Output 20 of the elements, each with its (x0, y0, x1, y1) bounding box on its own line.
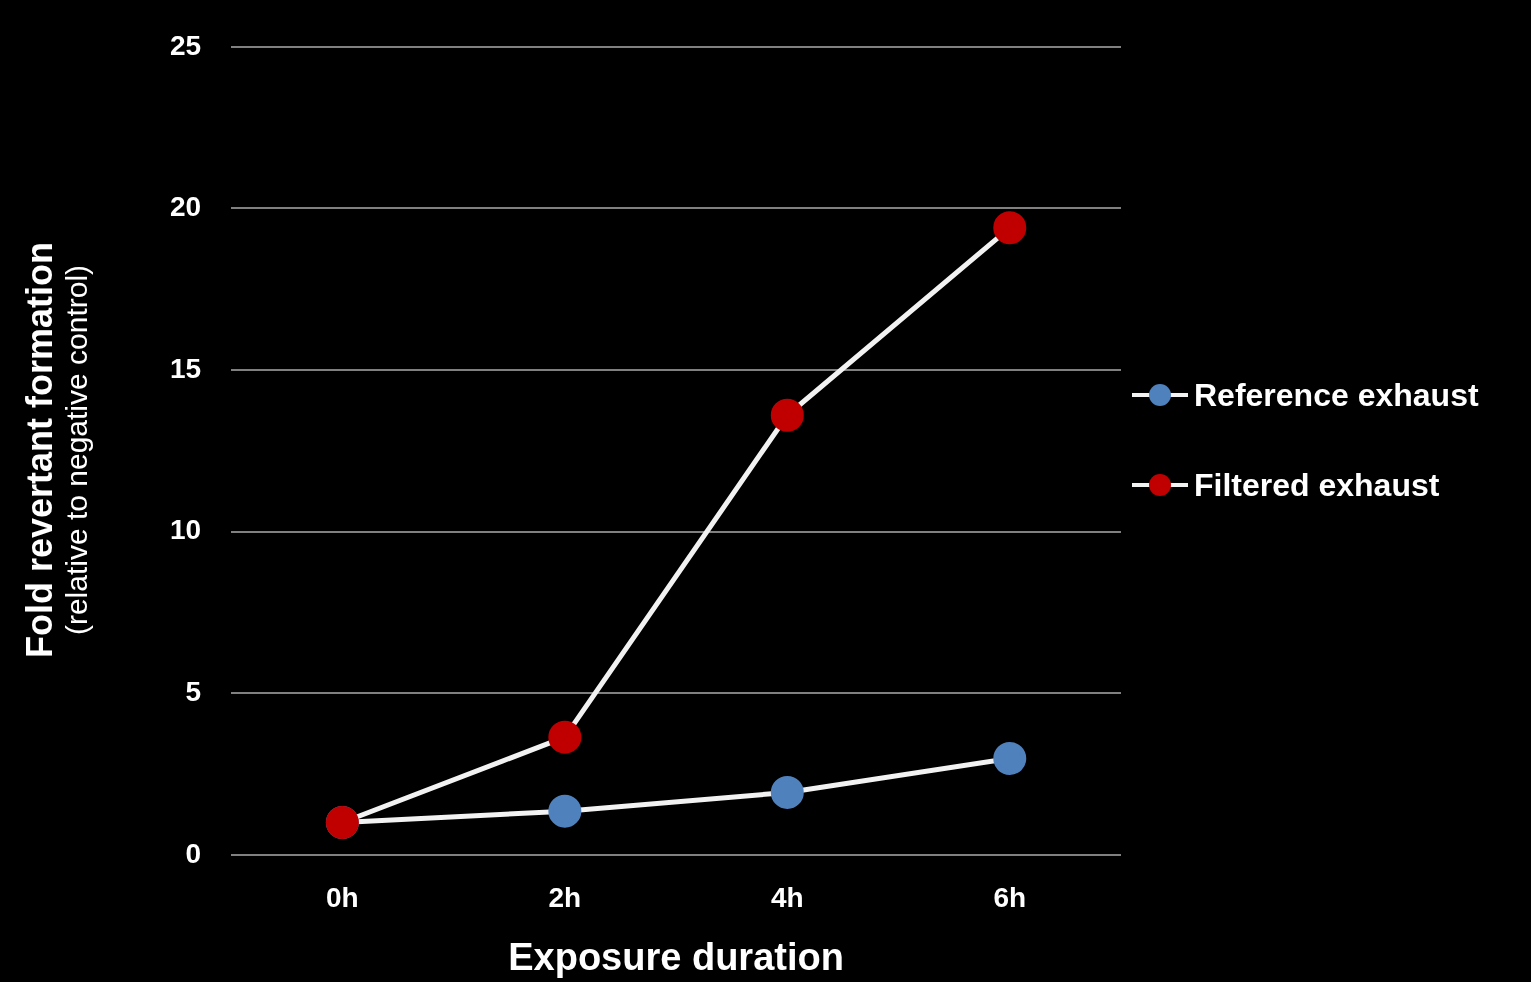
y-tick-label: 25 (169, 29, 202, 61)
point (770, 775, 804, 809)
point (548, 794, 582, 828)
x-tick-label: 6h (993, 882, 1027, 914)
point (770, 398, 804, 432)
legend-label: Reference exhaust (1194, 376, 1479, 414)
y-tick-label: 10 (169, 514, 202, 546)
x-tick-label: 0h (326, 882, 359, 914)
y-axis-title: Fold revertant formation (relative to negative control) (19, 241, 93, 661)
y-tick-label: 5 (185, 675, 202, 707)
y-tick-label: 20 (169, 191, 202, 223)
x-tick-label: 4h (770, 882, 804, 914)
x-axis-title: Exposure duration (508, 935, 844, 978)
y-tick-label: 15 (169, 352, 202, 384)
x-tick-label: 2h (548, 882, 582, 914)
point (548, 720, 582, 754)
legend-label: Filtered exhaust (1194, 466, 1440, 504)
point (993, 741, 1027, 775)
point (993, 211, 1027, 245)
y-tick-label: 0 (185, 837, 202, 869)
